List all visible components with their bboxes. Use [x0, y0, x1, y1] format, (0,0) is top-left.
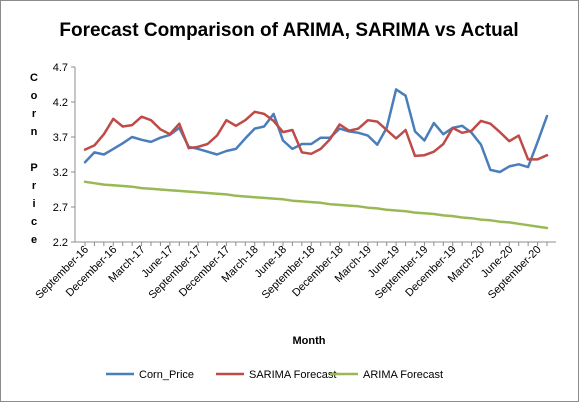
x-axis-ticks: September-16December-16March-17June-17Se… — [33, 242, 548, 301]
series-line-1 — [83, 110, 549, 161]
legend-label: SARIMA Forecast — [249, 369, 336, 381]
legend-label: ARIMA Forecast — [363, 369, 443, 381]
series-group — [83, 88, 549, 230]
y-tick-label: 2.2 — [53, 237, 68, 249]
y-tick-label: 3.7 — [53, 132, 68, 144]
y-axis-ticks: 2.2 2.7 3.2 3.7 4.2 4.7 — [53, 62, 75, 249]
y-tick-label: 4.2 — [53, 97, 68, 109]
y-tick-label: 2.7 — [53, 202, 68, 214]
series-line-2 — [83, 180, 549, 230]
legend: Corn_Price SARIMA Forecast ARIMA Forecast — [106, 369, 443, 381]
y-tick-label: 4.7 — [53, 62, 68, 74]
y-tick-label: 3.2 — [53, 167, 68, 179]
axes — [74, 67, 556, 243]
x-axis-label: Month — [293, 335, 326, 347]
legend-label: Corn_Price — [139, 369, 194, 381]
series-line-0 — [83, 88, 549, 174]
chart-title: Forecast Comparison of ARIMA, SARIMA vs … — [59, 20, 518, 41]
